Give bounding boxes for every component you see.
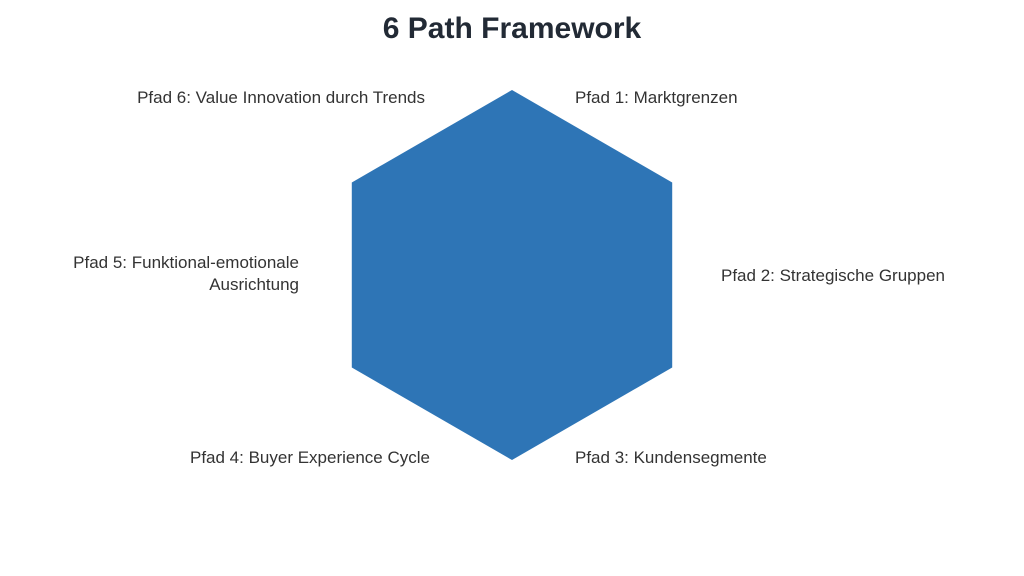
path-label-4: Pfad 4: Buyer Experience Cycle xyxy=(130,447,430,469)
diagram-title: 6 Path Framework xyxy=(0,12,1024,46)
path-label-1: Pfad 1: Marktgrenzen xyxy=(575,87,875,109)
path-label-2: Pfad 2: Strategische Gruppen xyxy=(721,265,981,287)
hexagon-shape xyxy=(317,80,707,470)
path-label-6: Pfad 6: Value Innovation durch Trends xyxy=(75,87,425,109)
path-label-5: Pfad 5: Funktional-emotionale Ausrichtun… xyxy=(54,252,299,296)
hexagon-polygon xyxy=(352,90,672,460)
path-label-3: Pfad 3: Kundensegmente xyxy=(575,447,875,469)
